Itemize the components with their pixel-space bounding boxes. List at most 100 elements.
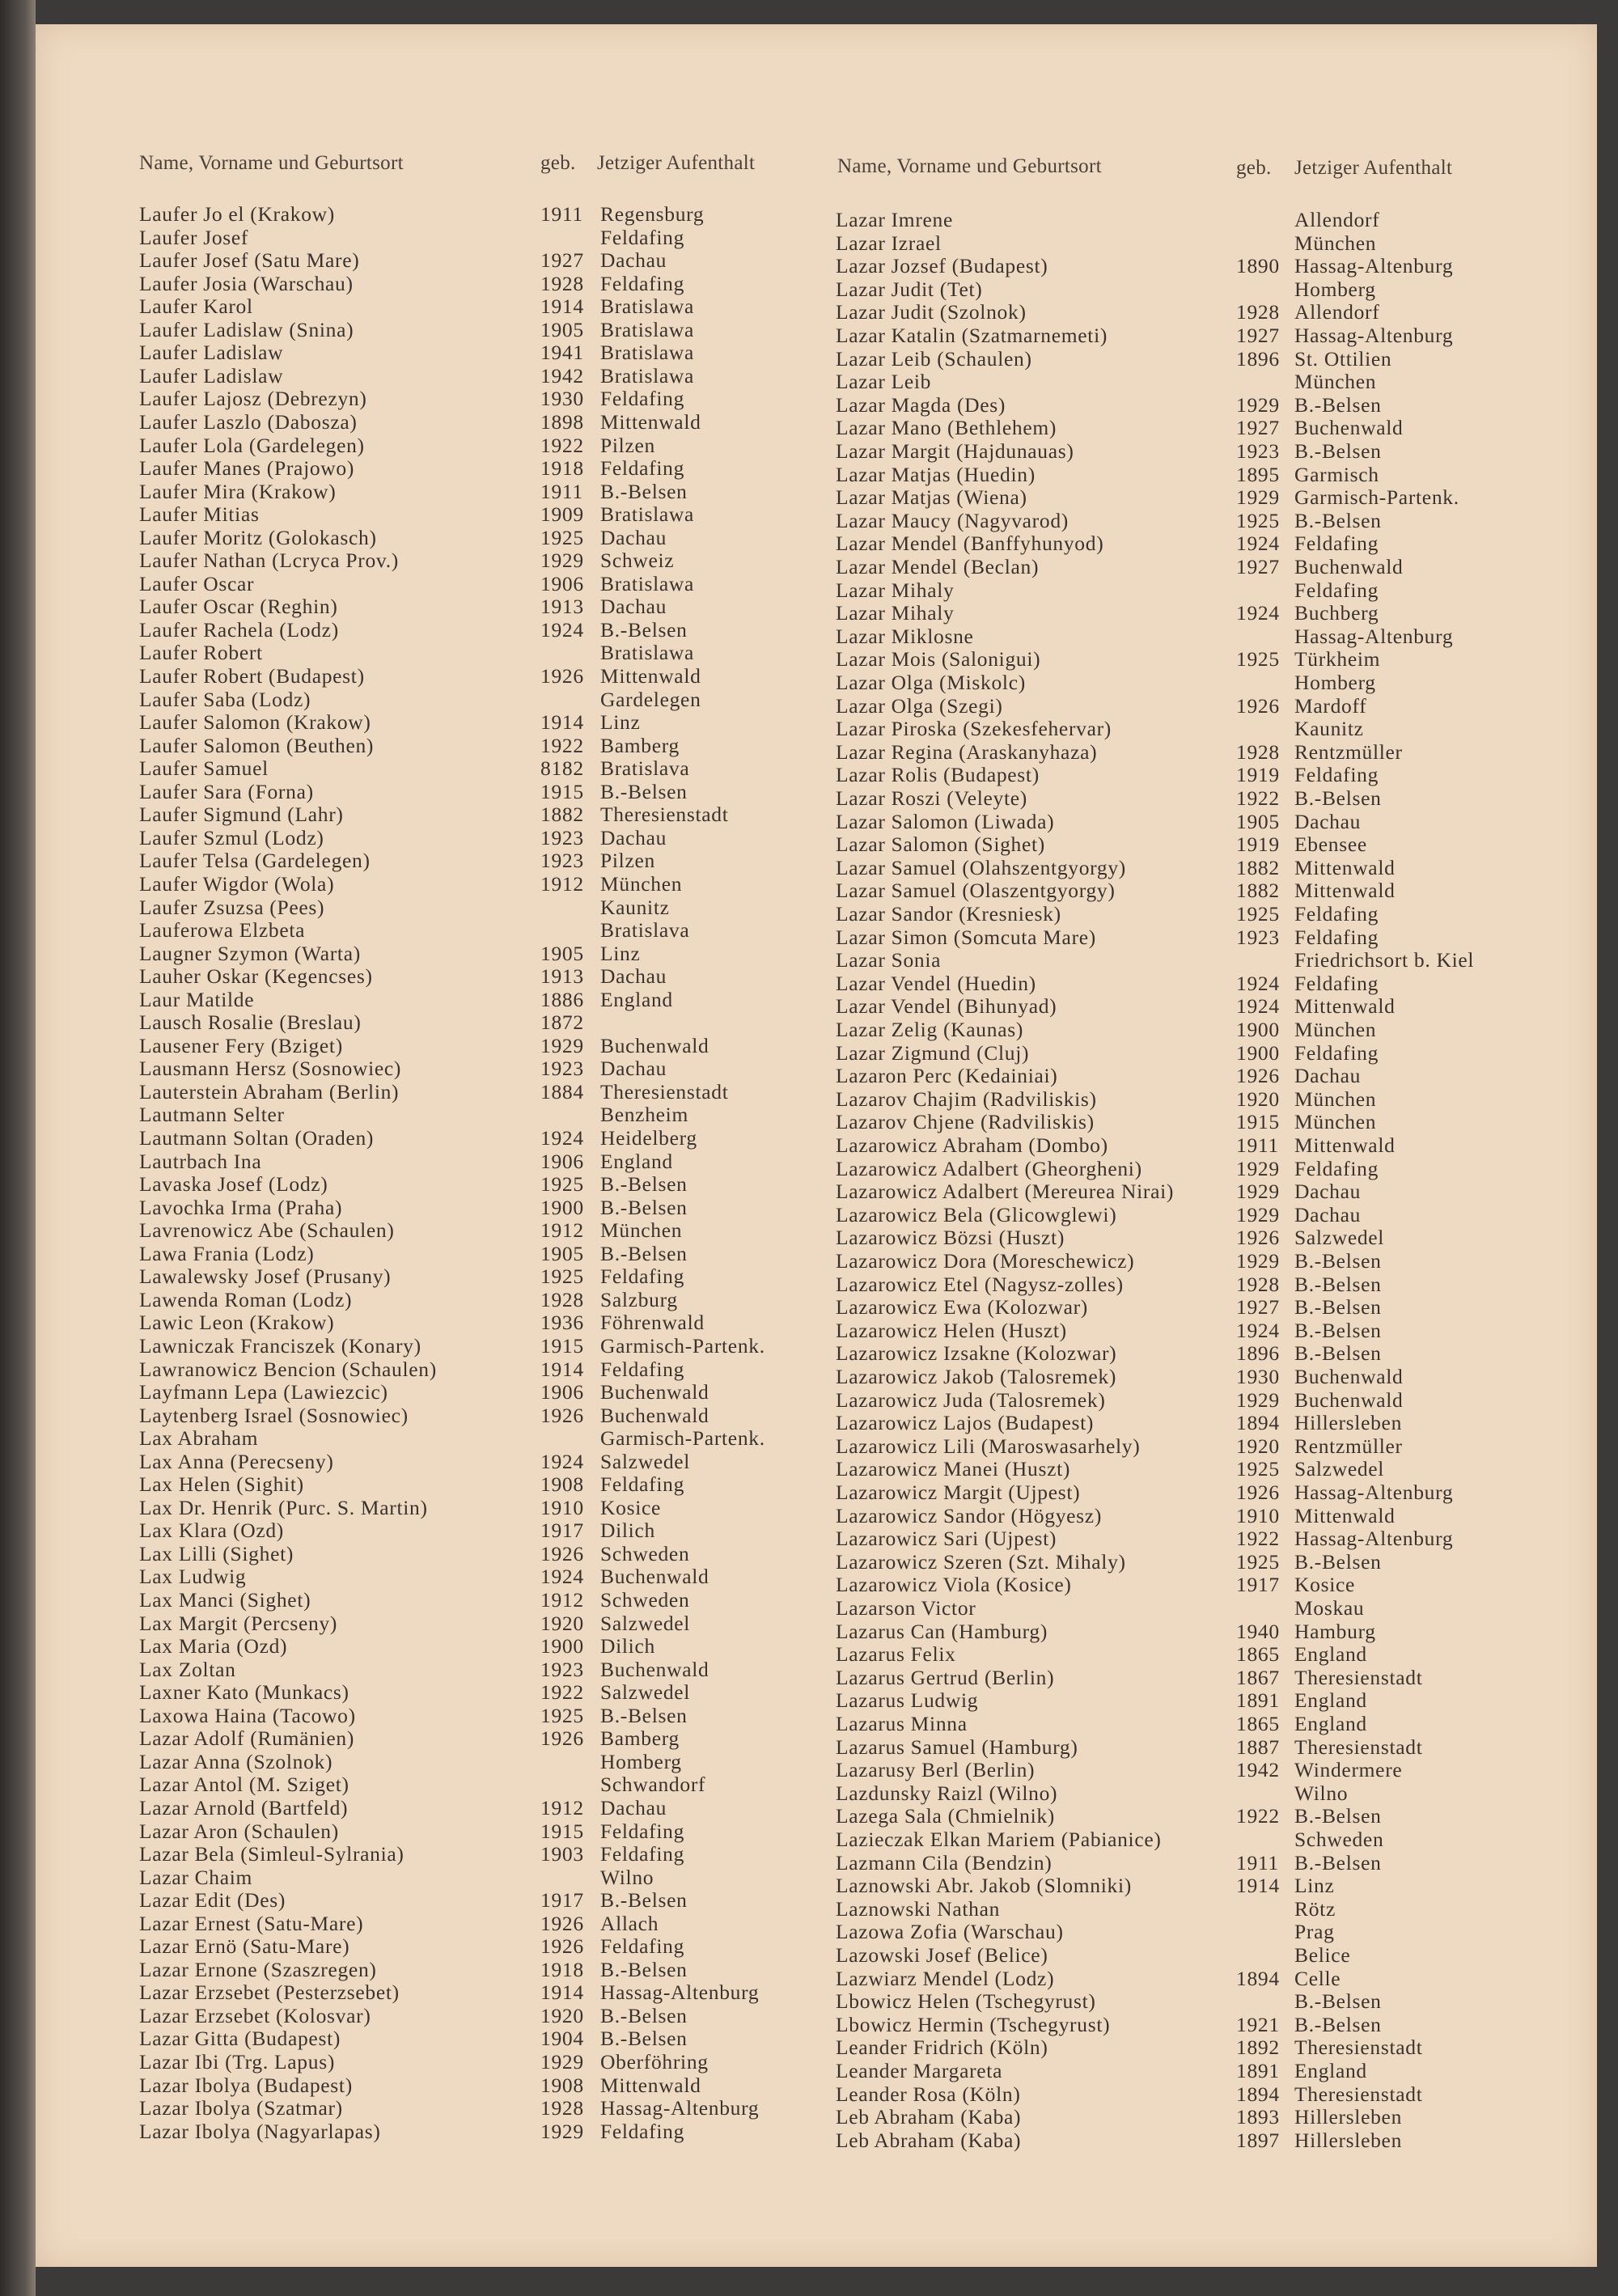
entry-name: Laufer Karol xyxy=(139,294,253,319)
entry-year: 1904 xyxy=(540,2027,584,2051)
entry-place: Windermere xyxy=(1294,1758,1403,1782)
entry-name: Lazar Ernö (Satu-Mare) xyxy=(139,1934,350,1959)
entry-name: Lausener Fery (Bziget) xyxy=(139,1033,343,1057)
entry-year: 1929 xyxy=(540,1033,584,1057)
entry-year: 1920 xyxy=(1236,1087,1280,1111)
entry-name: Laufer Jo el (Krakow) xyxy=(139,202,335,226)
entry-name: Lazarowicz Viola (Kosice) xyxy=(836,1573,1072,1597)
entry-name: Lazar Margit (Hajdunauas) xyxy=(836,439,1074,463)
entry-name: Laufer Salomon (Beuthen) xyxy=(139,733,375,757)
entry-name: Lbowicz Helen (Tschegyrust) xyxy=(836,1989,1096,2014)
entry-name: Laznowski Nathan xyxy=(836,1896,1001,1921)
entry-year: 1920 xyxy=(540,1611,584,1635)
entry-name: Laufer Zsuzsa (Pees) xyxy=(139,895,325,919)
entry-place: Feldafing xyxy=(1294,578,1379,602)
entry-place: Bratislawa xyxy=(600,363,695,388)
entry-name: Lazar Maucy (Nagyvarod) xyxy=(836,508,1069,532)
entry-place: B.-Belsen xyxy=(1294,1341,1382,1366)
entry-year: 1867 xyxy=(1236,1665,1280,1689)
entry-place: B.-Belsen xyxy=(600,779,688,803)
entry-year: 1924 xyxy=(1236,532,1280,556)
entry-year: 1929 xyxy=(540,549,584,573)
entry-name: Lazar Adolf (Rumänien) xyxy=(139,1726,355,1751)
entry-name: Laufer Moritz (Golokasch) xyxy=(139,525,377,549)
entry-year: 1922 xyxy=(1236,786,1280,810)
entry-year: 1926 xyxy=(1236,1064,1280,1088)
entry-name: Lax Maria (Ozd) xyxy=(139,1634,288,1658)
entry-name: Lazar Anna (Szolnok) xyxy=(139,1749,333,1773)
entry-year: 1891 xyxy=(1236,2059,1280,2082)
entry-name: Layfmann Lepa (Lawiezcic) xyxy=(139,1380,388,1404)
entry-name: Lauferowa Elzbeta xyxy=(139,918,306,943)
entry-year: 1923 xyxy=(540,825,584,849)
entry-name: Lazarus Ludwig xyxy=(836,1688,979,1713)
entry-name: Lavrenowicz Abe (Schaulen) xyxy=(139,1218,395,1243)
entry-place: Feldafing xyxy=(600,1819,685,1843)
entry-name: Lazega Sala (Chmielnik) xyxy=(836,1804,1056,1828)
entry-name: Lazar Ibi (Trg. Lapus) xyxy=(139,2050,336,2074)
entry-name: Lazar Gitta (Budapest) xyxy=(139,2027,341,2051)
entry-year: 1920 xyxy=(1236,1434,1280,1458)
entry-year: 1865 xyxy=(1236,1712,1280,1735)
entry-place: Mittenwald xyxy=(600,664,701,688)
entry-name: Lax Margit (Percseny) xyxy=(139,1611,338,1635)
entry-place: B.-Belsen xyxy=(600,2003,688,2027)
right-header-year: geb. xyxy=(1236,157,1272,179)
entry-year: 1893 xyxy=(1236,2105,1280,2129)
entry-place: Homberg xyxy=(600,1749,682,1773)
entry-name: Lazarowicz Adalbert (Gheorgheni) xyxy=(836,1156,1142,1180)
entry-year: 1897 xyxy=(1236,2128,1280,2152)
entry-year: 1910 xyxy=(1236,1503,1280,1527)
entry-year: 1924 xyxy=(1236,994,1280,1019)
entry-name: Lazar Olga (Miskolc) xyxy=(836,671,1026,694)
entry-name: Lax Lilli (Sighet) xyxy=(139,1541,294,1565)
entry-year: 1942 xyxy=(540,363,584,388)
entry-name: Lazar Samuel (Olaszentgyorgy) xyxy=(836,879,1116,903)
entry-name: Lautrbach Ina xyxy=(139,1149,262,1173)
entry-name: Lax Dr. Henrik (Purc. S. Martin) xyxy=(139,1495,428,1519)
entry-year: 1926 xyxy=(1236,1481,1280,1504)
entry-place: Bratislawa xyxy=(600,317,695,341)
entry-year: 1925 xyxy=(540,1264,584,1289)
entry-place: München xyxy=(1294,370,1377,394)
entry-place: Bratislawa xyxy=(600,571,695,595)
entry-place: Benzheim xyxy=(600,1103,688,1127)
entry-place: Garmisch xyxy=(1294,462,1379,486)
entry-place: Garmisch-Partenk. xyxy=(1294,485,1459,510)
entry-name: Lazar Imrene xyxy=(836,208,954,231)
entry-place: Buchberg xyxy=(1294,601,1379,625)
entry-place: Schweden xyxy=(600,1541,690,1565)
entry-year: 1926 xyxy=(540,664,584,688)
entry-place: Dachau xyxy=(600,825,667,849)
entry-place: Schweden xyxy=(1294,1828,1384,1851)
entry-year: 1926 xyxy=(1236,1226,1280,1250)
entry-name: Laxner Kato (Munkacs) xyxy=(139,1680,349,1705)
entry-name: Lax Klara (Ozd) xyxy=(139,1519,284,1543)
entry-name: Lazar Matjas (Huedin) xyxy=(836,462,1036,486)
entry-name: Leander Fridrich (Köln) xyxy=(836,2035,1048,2060)
entry-place: Feldafing xyxy=(600,1842,685,1866)
entry-name: Lazarowicz Szeren (Szt. Mihaly) xyxy=(836,1549,1126,1574)
entry-name: Lazar Vendel (Bihunyad) xyxy=(836,994,1057,1019)
entry-year: 1924 xyxy=(540,1565,584,1589)
entry-name: Lazarowicz Adalbert (Mereurea Nirai) xyxy=(836,1180,1175,1204)
entry-name: Lazar Miklosne xyxy=(836,624,974,648)
entry-place: Schweden xyxy=(600,1588,690,1612)
entry-name: Laufer Josef (Satu Mare) xyxy=(139,248,360,273)
entry-year: 1913 xyxy=(540,964,584,989)
entry-place: Schwandorf xyxy=(600,1773,706,1797)
entry-place: England xyxy=(600,987,673,1011)
entry-place: Feldafing xyxy=(600,1472,685,1497)
entry-name: Laufer Rachela (Lodz) xyxy=(139,617,339,642)
entry-place: England xyxy=(600,1149,673,1173)
entry-name: Lazar Judit (Tet) xyxy=(836,277,983,301)
entry-name: Laufer Sigmund (Lahr) xyxy=(139,803,344,827)
entry-year: 1929 xyxy=(1236,1156,1280,1180)
entry-name: Lazarowicz Sandor (Högyesz) xyxy=(836,1503,1103,1527)
entry-place: Theresienstadt xyxy=(1294,1735,1423,1759)
entry-place: Theresienstadt xyxy=(600,1079,729,1104)
entry-name: Lazar Ibolya (Nagyarlapas) xyxy=(139,2119,381,2143)
entry-place: Dachau xyxy=(600,1795,667,1819)
entry-place: Buchenwald xyxy=(600,1380,709,1404)
entry-year: 1923 xyxy=(1236,439,1280,463)
